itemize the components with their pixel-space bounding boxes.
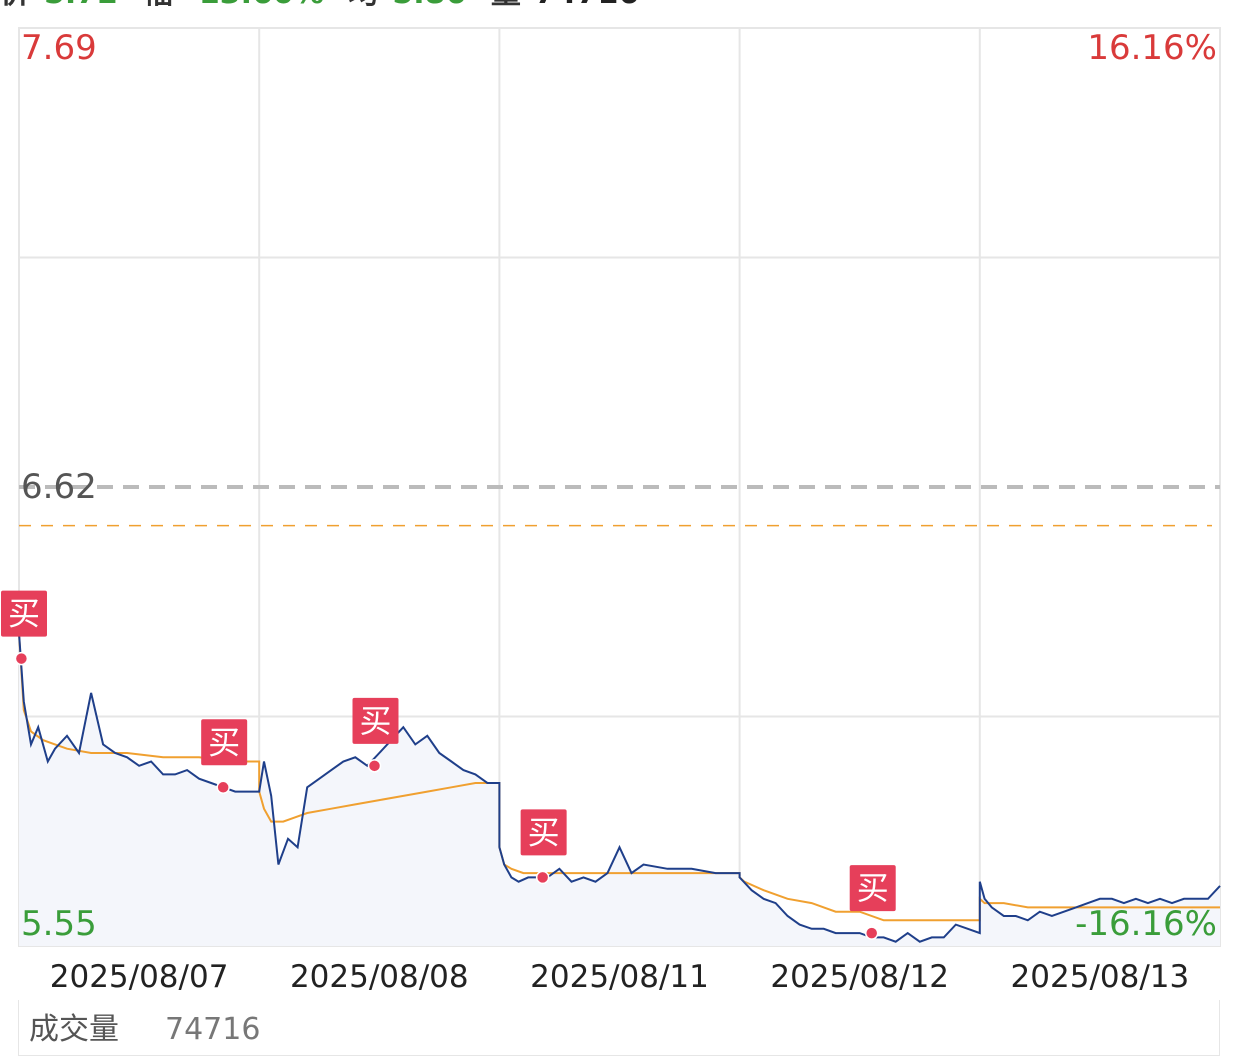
buy-marker: 买 — [1, 590, 47, 666]
buy-badge — [520, 809, 567, 856]
avg-label: 均 — [348, 0, 378, 11]
y-ref-label: 6.62 — [21, 467, 97, 507]
volume-value: 74716 — [165, 1012, 261, 1047]
buy-marker: 买 — [352, 697, 399, 773]
y-top-label: 7.69 — [21, 28, 97, 68]
volume-panel: 成交量 74716 — [18, 1000, 1220, 1056]
buy-badge — [352, 697, 399, 744]
x-tick-label: 2025/08/12 — [770, 959, 949, 995]
buy-badge-text: 买 — [528, 813, 560, 851]
pct-bottom-label: -16.16% — [1075, 904, 1217, 944]
change-label: 幅 — [142, 0, 172, 11]
price-area — [19, 632, 1220, 946]
buy-marker: 买 — [201, 719, 248, 795]
x-tick-label: 2025/08/11 — [530, 959, 709, 995]
volume-value-header: 74716 — [535, 0, 639, 11]
buy-badge-text: 买 — [359, 702, 391, 740]
volume-label: 成交量 — [29, 1012, 119, 1047]
buy-point — [535, 870, 550, 885]
buy-marker: 买 — [520, 809, 567, 885]
y-bottom-label: 5.55 — [21, 904, 97, 944]
buy-point — [14, 651, 29, 666]
change-value: -13.60% — [186, 0, 323, 11]
buy-badge-text: 买 — [8, 595, 40, 633]
x-axis-labels: 2025/08/07 2025/08/08 2025/08/11 2025/08/12… — [50, 959, 1189, 995]
buy-marker: 买 — [849, 865, 896, 940]
x-tick-label: 2025/08/08 — [290, 959, 469, 995]
buy-point — [864, 926, 879, 940]
buy-point — [216, 780, 230, 795]
x-tick-label: 2025/08/13 — [1011, 959, 1190, 995]
buy-badge — [201, 719, 248, 766]
pct-top-label: 16.16% — [1087, 28, 1217, 68]
price-line — [18, 632, 1221, 943]
avg-value: 5.86 — [392, 0, 466, 11]
volume-label-header: 量 — [491, 0, 521, 11]
buy-badge — [1, 590, 47, 637]
buy-badge-text: 买 — [857, 869, 889, 907]
x-tick-label: 2025/08/07 — [50, 959, 229, 995]
price-value: 5.72 — [44, 0, 118, 11]
buy-point — [367, 759, 382, 773]
buy-badge — [849, 865, 896, 912]
price-label: 价 — [0, 0, 30, 11]
header-bar: 价 5.72 幅 -13.60% 均 5.86 量 74716 — [0, 0, 1238, 10]
buy-badge-text: 买 — [208, 723, 240, 761]
